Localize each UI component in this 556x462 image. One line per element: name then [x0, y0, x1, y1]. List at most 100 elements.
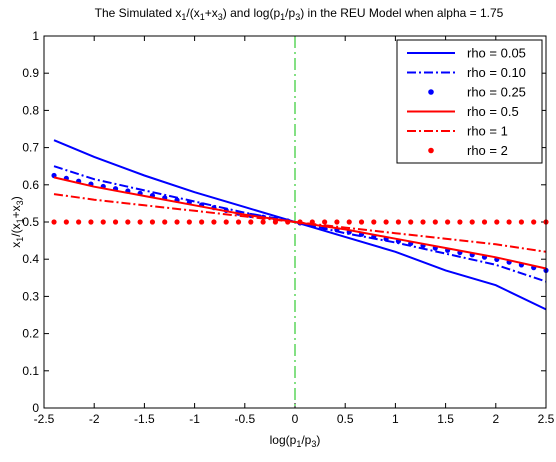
legend-label: rho = 0.5 [467, 104, 519, 119]
series-point [272, 219, 279, 225]
x-tick-label: 0.5 [337, 412, 354, 426]
legend-label: rho = 2 [467, 143, 508, 158]
x-axis-label-part: /p [301, 433, 311, 447]
chart-title-part: 3 [295, 12, 300, 22]
chart-title-part: 3 [218, 12, 223, 22]
series-point [88, 219, 94, 225]
series-point [322, 219, 328, 225]
series-point [469, 219, 475, 225]
series-point [494, 219, 500, 225]
series-point [309, 219, 315, 225]
series-point [346, 219, 352, 225]
legend-label: rho = 0.25 [467, 85, 526, 100]
legend-swatch [428, 89, 434, 95]
chart-title-part: 1 [200, 12, 205, 22]
series-point [445, 219, 451, 225]
chart-title-part: 1 [280, 12, 285, 22]
series-point [371, 219, 377, 225]
y-axis-label-part: +x [9, 205, 23, 218]
series-point [285, 219, 291, 225]
series-point [51, 219, 57, 225]
series-point [358, 219, 365, 225]
series-point [432, 219, 438, 225]
y-axis-label-part: ) [9, 196, 23, 200]
series-point [334, 219, 340, 225]
x-tick-label: 2.5 [538, 412, 555, 426]
series-point [297, 219, 303, 225]
legend-swatch [428, 147, 434, 154]
x-axis-label-part: log(p [270, 433, 297, 447]
y-axis-label-part: 1 [15, 218, 25, 223]
x-axis-label: log(p1/p3) [270, 433, 321, 449]
x-tick-label: -2 [89, 412, 100, 426]
series-point [137, 219, 143, 225]
series-point [76, 219, 82, 225]
series-point [199, 219, 205, 225]
x-tick-label: 0 [292, 412, 299, 426]
series-point [481, 219, 488, 225]
axes-box [43, 35, 547, 409]
series-point [248, 219, 254, 225]
y-tick-label: 0.5 [22, 215, 39, 229]
series-point [63, 219, 69, 225]
series-point [100, 219, 106, 225]
y-axis-label-part: 3 [15, 200, 25, 205]
y-tick-label: 0.9 [22, 66, 39, 80]
y-axis-label-part: /(x [9, 223, 23, 236]
series-point [186, 219, 192, 225]
legend-item: rho = 1 [407, 124, 508, 139]
y-tick-label: 0 [32, 401, 39, 415]
series-4 [53, 193, 547, 253]
y-tick-label: 0.8 [22, 103, 39, 117]
series-point [223, 219, 229, 225]
series-point [235, 219, 242, 225]
x-tick-label: -0.5 [234, 412, 255, 426]
x-tick-label: -2.5 [34, 412, 55, 426]
chart-title-part: ) and log(p [223, 6, 281, 20]
series-point [531, 219, 537, 225]
series-5 [51, 219, 549, 225]
legend-item: rho = 0.25 [428, 85, 526, 100]
series-point [518, 219, 525, 225]
y-tick-label: 0.1 [22, 364, 39, 378]
chart-title-part: +x [205, 6, 218, 20]
series-point [260, 219, 266, 225]
y-axis-label-part: x [9, 242, 23, 248]
legend-item: rho = 0.10 [407, 65, 526, 80]
series-point [112, 219, 119, 225]
chart-title-part: The Simulated x [95, 6, 182, 20]
legend-item: rho = 2 [428, 143, 508, 158]
chart-title-part: 1 [181, 12, 186, 22]
series-point [383, 219, 389, 225]
y-tick-label: 0.7 [22, 141, 39, 155]
y-tick-label: 0.4 [22, 252, 39, 266]
legend-label: rho = 0.10 [467, 65, 526, 80]
series-point [395, 219, 402, 225]
series-point [420, 219, 426, 225]
chart-title-part: /p [285, 6, 295, 20]
legend-label: rho = 0.05 [467, 46, 526, 61]
series-point [174, 219, 180, 225]
series-point [162, 219, 168, 225]
series-point [211, 219, 217, 225]
series-point [457, 219, 463, 225]
y-tick-label: 1 [32, 29, 39, 43]
legend-item: rho = 0.5 [407, 104, 519, 119]
chart-title-part: ) in the REU Model when alpha = 1.75 [300, 6, 503, 20]
x-tick-label: 2 [492, 412, 499, 426]
x-axis-label-part: 3 [311, 439, 316, 449]
legend-item: rho = 0.05 [407, 46, 526, 61]
legend-label: rho = 1 [467, 124, 508, 139]
y-tick-label: 0.2 [22, 327, 39, 341]
legend: rho = 0.05 rho = 0.10 rho = 0.25 rho = 0.5 r… [396, 39, 543, 164]
series-line [53, 165, 547, 283]
y-tick-label: 0.3 [22, 289, 39, 303]
x-tick-label: -1 [189, 412, 200, 426]
y-axis-label-part: 1 [15, 237, 25, 242]
x-axis-label-part: ) [316, 433, 320, 447]
y-tick-label: 0.6 [22, 178, 39, 192]
x-tick-label: 1.5 [437, 412, 454, 426]
x-tick-label: -1.5 [134, 412, 155, 426]
x-axis-label-part: 1 [296, 439, 301, 449]
